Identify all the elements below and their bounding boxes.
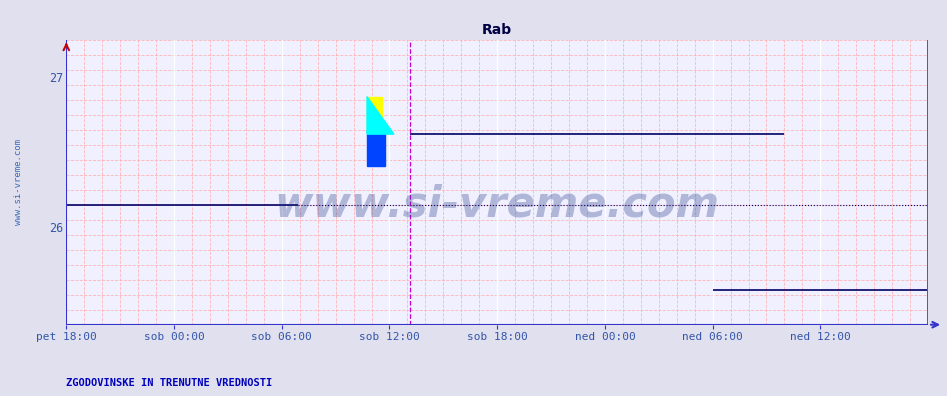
- Text: www.si-vreme.com: www.si-vreme.com: [275, 184, 720, 226]
- Polygon shape: [367, 97, 394, 134]
- Bar: [367, 129, 384, 166]
- Title: Rab: Rab: [482, 23, 512, 37]
- Bar: [367, 97, 382, 134]
- Text: ZGODOVINSKE IN TRENUTNE VREDNOSTI: ZGODOVINSKE IN TRENUTNE VREDNOSTI: [66, 378, 273, 388]
- Text: www.si-vreme.com: www.si-vreme.com: [14, 139, 24, 225]
